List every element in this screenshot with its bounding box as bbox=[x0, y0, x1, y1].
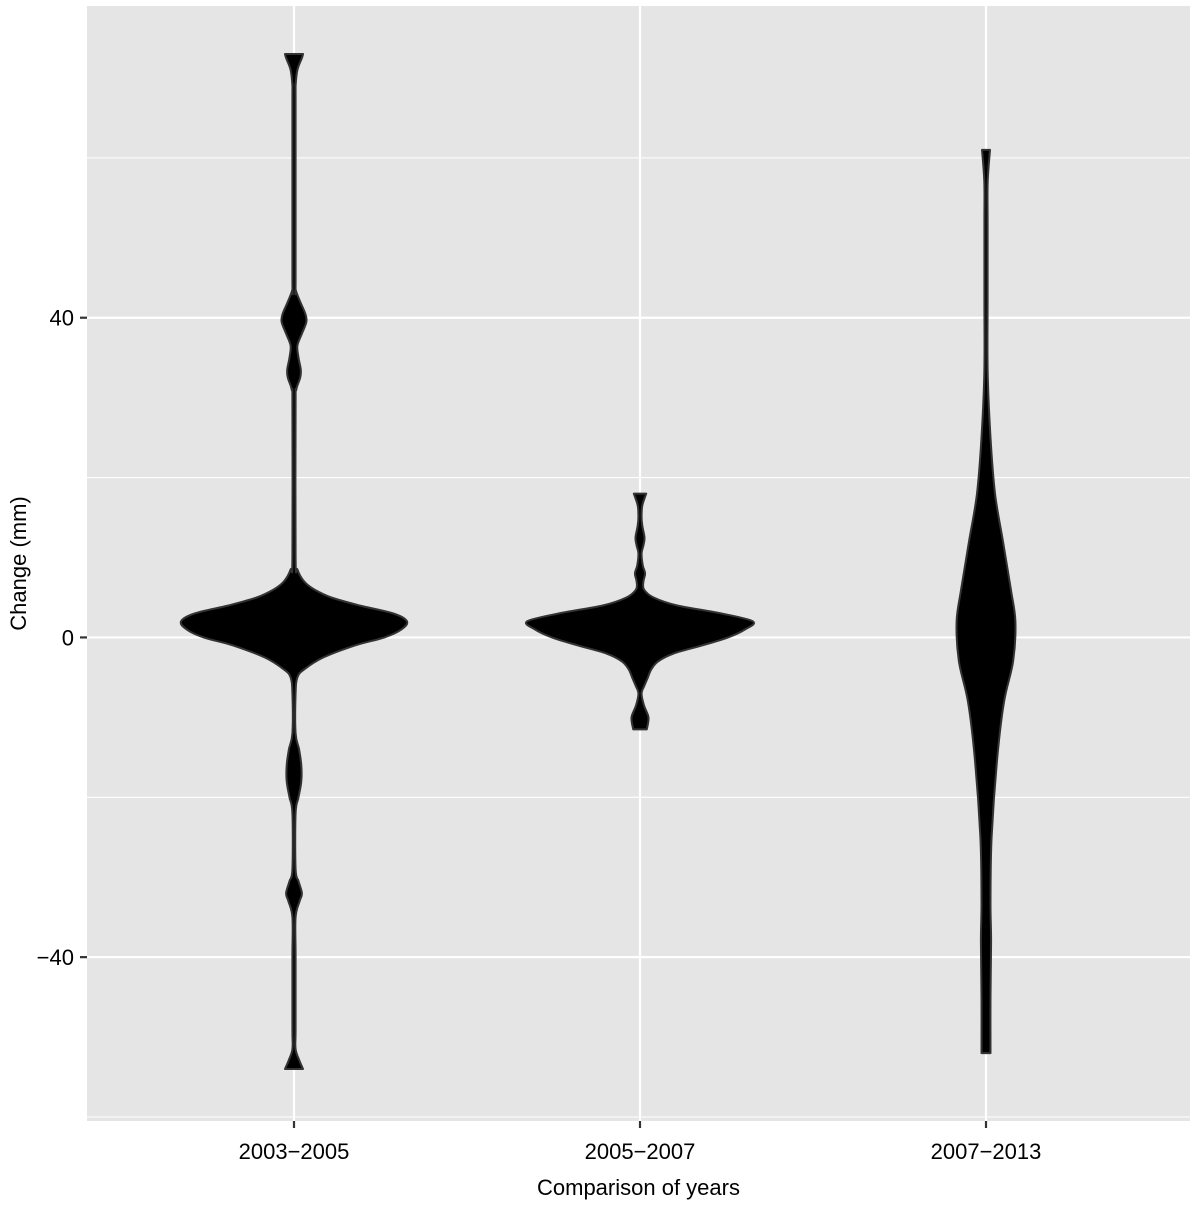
violin-group bbox=[179, 53, 1017, 1070]
x-tick-label: 2007−2013 bbox=[931, 1139, 1042, 1164]
minor-gridlines bbox=[87, 157, 1190, 1118]
y-tick-label: −40 bbox=[37, 945, 74, 970]
x-axis-title: Comparison of years bbox=[537, 1175, 740, 1200]
violin-2 bbox=[524, 492, 756, 731]
y-tick-label: 0 bbox=[62, 625, 74, 650]
x-tick-label: 2003−2005 bbox=[239, 1139, 350, 1164]
violin-1 bbox=[179, 53, 409, 1070]
violin-3 bbox=[955, 148, 1017, 1055]
x-axis: 2003−2005 2005−2007 2007−2013 bbox=[239, 1121, 1042, 1164]
y-axis-title: Change (mm) bbox=[6, 496, 31, 630]
y-axis: −40 0 40 bbox=[37, 306, 87, 970]
y-tick-label: 40 bbox=[50, 306, 74, 331]
x-tick-label: 2005−2007 bbox=[585, 1139, 696, 1164]
